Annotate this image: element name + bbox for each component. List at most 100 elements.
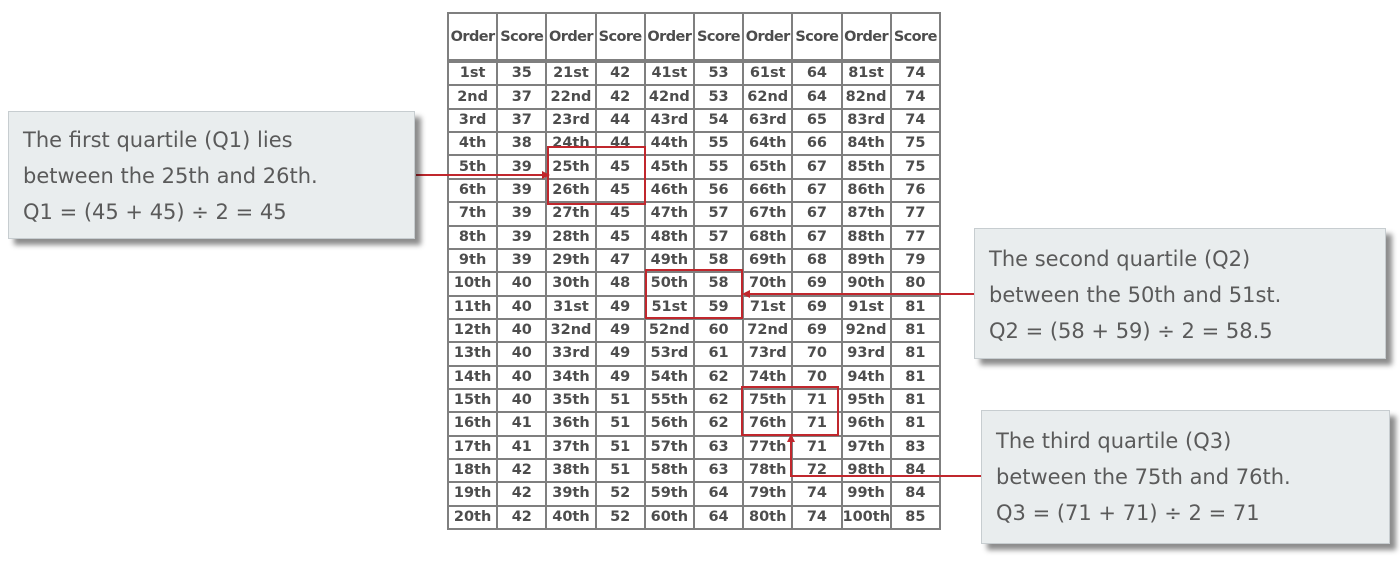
score-cell: 71 <box>791 434 843 460</box>
q2-callout-line-3: Q2 = (58 + 59) ÷ 2 = 58.5 <box>989 319 1273 343</box>
order-cell: 98th <box>840 457 892 484</box>
score-cell: 81 <box>889 364 942 390</box>
table-row: 9th 39 29th 47 49th 58 69th 68 89th 79 <box>446 247 942 274</box>
order-cell: 70th <box>742 271 794 297</box>
score-cell: 39 <box>496 224 548 250</box>
score-cell: 79 <box>889 247 942 274</box>
score-cell: 83 <box>889 434 942 460</box>
order-cell: 72nd <box>742 317 794 344</box>
order-cell: 6th <box>446 177 499 204</box>
order-cell: 28th <box>545 224 597 250</box>
order-cell: 12th <box>446 317 499 344</box>
order-cell: 92nd <box>840 317 892 344</box>
order-cell: 34th <box>545 364 597 390</box>
table-row: 8th 39 28th 45 48th 57 68th 67 88th 77 <box>446 224 942 250</box>
score-cell: 40 <box>496 294 548 320</box>
score-cell: 64 <box>692 504 745 531</box>
order-cell: 96th <box>840 411 892 437</box>
score-cell: 84 <box>889 481 942 507</box>
score-cell: 66 <box>791 131 843 157</box>
order-cell: 68th <box>742 224 794 250</box>
score-cell: 40 <box>496 341 548 367</box>
score-cell: 74 <box>889 84 942 110</box>
score-cell: 37 <box>496 107 548 134</box>
score-cell: 40 <box>496 364 548 390</box>
order-cell: 19th <box>446 481 499 507</box>
score-cell: 39 <box>496 201 548 227</box>
score-cell: 81 <box>889 317 942 344</box>
score-cell: 67 <box>791 224 843 250</box>
q1-callout-line-1: The first quartile (Q1) lies <box>23 128 293 152</box>
score-cell: 81 <box>889 294 942 320</box>
score-cell: 39 <box>496 154 548 180</box>
column-header-order: Order <box>742 12 794 63</box>
score-cell: 84 <box>889 457 942 484</box>
score-cell: 41 <box>496 411 548 437</box>
table-row: 15th 40 35th 51 55th 62 75th 71 95th 81 <box>446 387 942 414</box>
score-cell: 55 <box>692 154 745 180</box>
order-cell: 8th <box>446 224 499 250</box>
order-cell: 79th <box>742 481 794 507</box>
order-cell: 23rd <box>545 107 597 134</box>
score-cell: 72 <box>791 457 843 484</box>
order-cell: 50th <box>643 271 695 297</box>
order-cell: 56th <box>643 411 695 437</box>
order-cell: 17th <box>446 434 499 460</box>
column-header-score: Score <box>594 12 646 63</box>
order-cell: 46th <box>643 177 695 204</box>
order-cell: 76th <box>742 411 794 437</box>
table-row: 13th 40 33rd 49 53rd 61 73rd 70 93rd 81 <box>446 341 942 367</box>
q3-callout-line-1: The third quartile (Q3) <box>996 429 1232 453</box>
order-cell: 43rd <box>643 107 695 134</box>
column-header-score: Score <box>496 12 548 63</box>
score-cell: 69 <box>791 317 843 344</box>
order-cell: 13th <box>446 341 499 367</box>
score-cell: 45 <box>594 224 646 250</box>
order-cell: 35th <box>545 387 597 414</box>
order-cell: 45th <box>643 154 695 180</box>
q1-callout: The first quartile (Q1) lies between the… <box>8 111 415 239</box>
order-cell: 25th <box>545 154 597 180</box>
score-cell: 38 <box>496 131 548 157</box>
score-cell: 63 <box>692 434 745 460</box>
score-cell: 85 <box>889 504 942 531</box>
order-cell: 95th <box>840 387 892 414</box>
score-cell: 49 <box>594 294 646 320</box>
order-cell: 31st <box>545 294 597 320</box>
score-cell: 64 <box>791 84 843 110</box>
score-cell: 81 <box>889 387 942 414</box>
score-cell: 65 <box>791 107 843 134</box>
order-cell: 83rd <box>840 107 892 134</box>
table-row: 1st 35 21st 42 41st 53 61st 64 81st 74 <box>446 59 942 87</box>
score-cell: 44 <box>594 107 646 134</box>
score-cell: 80 <box>889 271 942 297</box>
score-cell: 51 <box>594 411 646 437</box>
score-cell: 49 <box>594 364 646 390</box>
score-cell: 77 <box>889 201 942 227</box>
score-cell: 69 <box>791 271 843 297</box>
column-header-order: Order <box>643 12 695 63</box>
table-row: 10th 40 30th 48 50th 58 70th 69 90th 80 <box>446 271 942 297</box>
table-row: 2nd 37 22nd 42 42nd 53 62nd 64 82nd 74 <box>446 84 942 110</box>
order-cell: 53rd <box>643 341 695 367</box>
order-cell: 88th <box>840 224 892 250</box>
order-cell: 87th <box>840 201 892 227</box>
order-cell: 3rd <box>446 107 499 134</box>
order-cell: 71st <box>742 294 794 320</box>
order-cell: 60th <box>643 504 695 531</box>
q2-callout: The second quartile (Q2) between the 50t… <box>974 228 1386 359</box>
order-cell: 59th <box>643 481 695 507</box>
order-cell: 57th <box>643 434 695 460</box>
order-cell: 14th <box>446 364 499 390</box>
q1-callout-line-2: between the 25th and 26th. <box>23 164 318 188</box>
column-header-score: Score <box>889 12 942 63</box>
column-header-order: Order <box>840 12 892 63</box>
score-cell: 35 <box>496 59 548 87</box>
order-cell: 37th <box>545 434 597 460</box>
order-cell: 4th <box>446 131 499 157</box>
score-cell: 57 <box>692 224 745 250</box>
q3-callout: The third quartile (Q3) between the 75th… <box>981 410 1390 544</box>
order-cell: 89th <box>840 247 892 274</box>
score-cell: 60 <box>692 317 745 344</box>
score-cell: 45 <box>594 177 646 204</box>
